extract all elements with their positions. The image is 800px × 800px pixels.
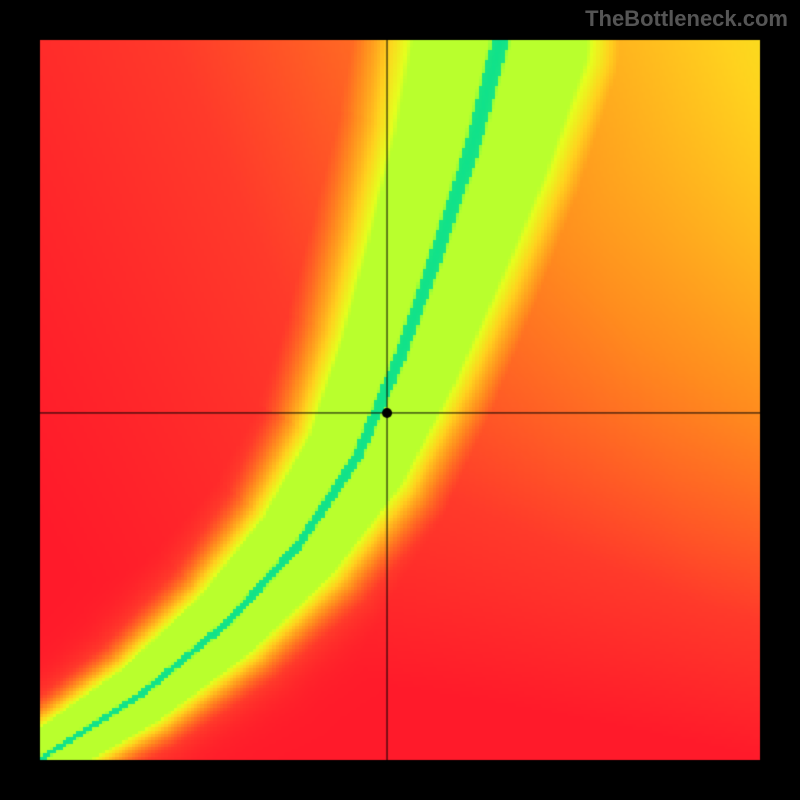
bottleneck-heatmap <box>0 0 800 800</box>
figure-container: TheBottleneck.com <box>0 0 800 800</box>
watermark-text: TheBottleneck.com <box>585 6 788 32</box>
